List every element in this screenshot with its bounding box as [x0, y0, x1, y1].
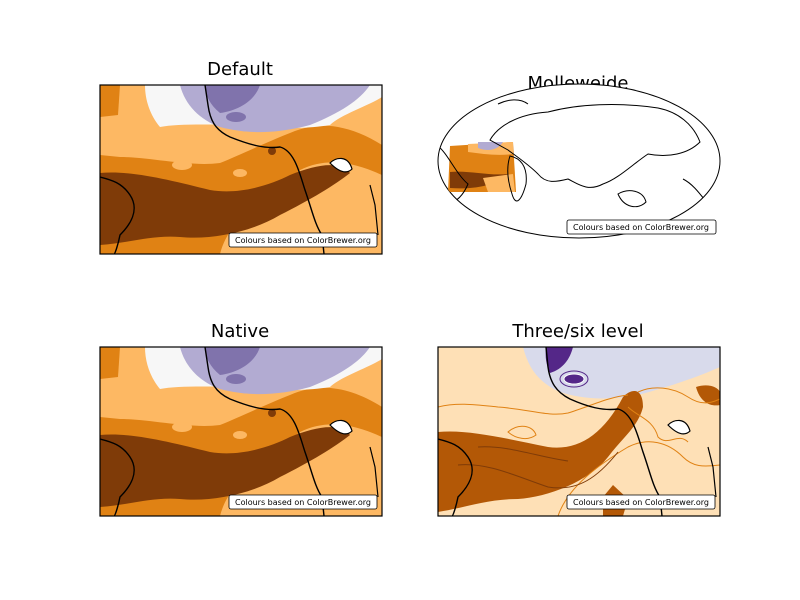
credit-box-default: Colours based on ColorBrewer.org — [228, 232, 378, 248]
panel-title-default: Default — [207, 59, 273, 80]
map-frame-native — [99, 346, 383, 517]
credit-box-native: Colours based on ColorBrewer.org — [228, 494, 378, 510]
map-panel-molleweide: Colours based on ColorBrewer.org — [437, 83, 721, 239]
panel-title-native: Native — [210, 321, 270, 342]
map-frame-default — [99, 84, 383, 255]
credit-label-three-six-level: Colours based on ColorBrewer.org — [573, 498, 709, 507]
map-panel-default: Colours based on ColorBrewer.org — [99, 84, 383, 255]
credit-label-molleweide: Colours based on ColorBrewer.org — [573, 223, 709, 232]
credit-box-molleweide: Colours based on ColorBrewer.org — [566, 219, 717, 235]
credit-box-three-six-level: Colours based on ColorBrewer.org — [566, 494, 716, 510]
credit-label-native: Colours based on ColorBrewer.org — [235, 498, 371, 507]
map-panel-three-six-level: Colours based on ColorBrewer.org — [437, 346, 721, 517]
map-panel-native: Colours based on ColorBrewer.org — [99, 346, 383, 517]
credit-label-default: Colours based on ColorBrewer.org — [235, 236, 371, 245]
map-frame-three-six-level — [437, 346, 721, 517]
panel-title-three-six-level: Three/six level — [512, 321, 644, 342]
